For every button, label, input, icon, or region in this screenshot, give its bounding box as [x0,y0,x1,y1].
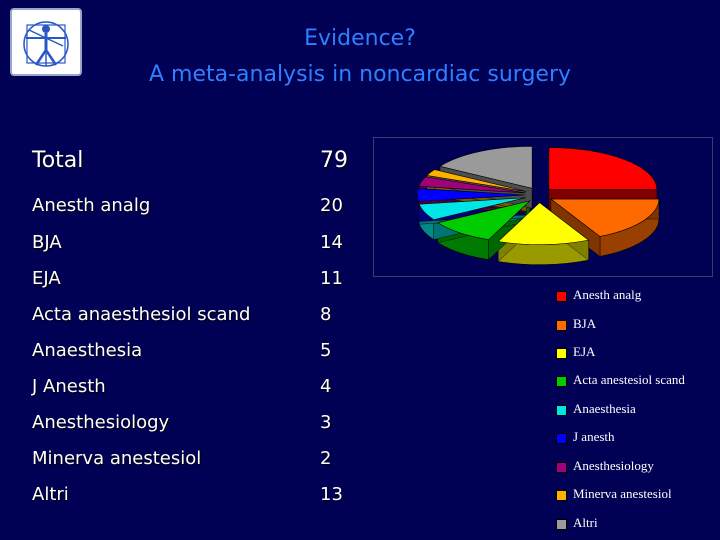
pie-slice-anaesthesia [418,197,526,220]
table-value: 79 [320,148,348,173]
table-label: Anesthesiology [32,412,170,433]
chart-plot-area [373,137,713,277]
table-label: Total [32,148,84,173]
legend-label: Anesthesiology [573,458,654,473]
table-label: J Anesth [32,376,106,397]
table-label: Anesth analg [32,195,151,216]
table-label: Altri [32,484,69,505]
table-value: 4 [320,376,332,397]
table-label: BJA [32,232,62,253]
legend-label: EJA [573,344,596,359]
table-label: Acta anaesthesiol scand [32,304,251,325]
legend-swatch [556,405,567,416]
legend-swatch [556,490,567,501]
table-value: 5 [320,340,332,361]
page-subtitle: A meta-analysis in noncardiac surgery [148,62,572,87]
table-label: Anaesthesia [32,340,143,361]
table-value: 20 [320,195,343,216]
legend-swatch [556,519,567,530]
table-label: Minerva anestesiol [32,448,202,469]
legend-swatch [556,433,567,444]
table-label: EJA [32,268,61,289]
pie-slice-eja [497,202,590,245]
table-value: 14 [320,232,343,253]
legend-swatch [556,291,567,302]
pie-slice-bja [550,198,660,237]
table-value: 11 [320,268,343,289]
legend-label: BJA [573,316,597,331]
legend-label: J anesth [573,429,615,444]
table-value: 13 [320,484,343,505]
legend-swatch [556,348,567,359]
legend-label: Minerva anestesiol [573,486,672,501]
pie-slice-minerva-anestesiol [426,169,527,192]
legend-swatch [556,376,567,387]
legend-swatch [556,320,567,331]
vitruvian-man-icon [23,21,69,67]
legend-label: Altri [573,515,598,530]
pie-slice-anesth-analg [548,147,658,190]
table-value: 3 [320,412,332,433]
pie-slice-anesthesiology [418,176,526,194]
legend-label: Anaesthesia [573,401,636,416]
legend-swatch [556,462,567,473]
legend-label: Anesth analg [573,287,642,302]
pie-slice-acta-anestesiol-scand [437,200,531,240]
logo [10,8,82,76]
legend-label: Acta anestesiol scand [573,372,685,387]
pie-slice-altri [439,145,533,189]
table-value: 2 [320,448,332,469]
table-value: 8 [320,304,332,325]
page-title: Evidence? [304,26,416,51]
pie-chart [416,145,660,265]
pie-slice-j-anesth [416,188,526,202]
